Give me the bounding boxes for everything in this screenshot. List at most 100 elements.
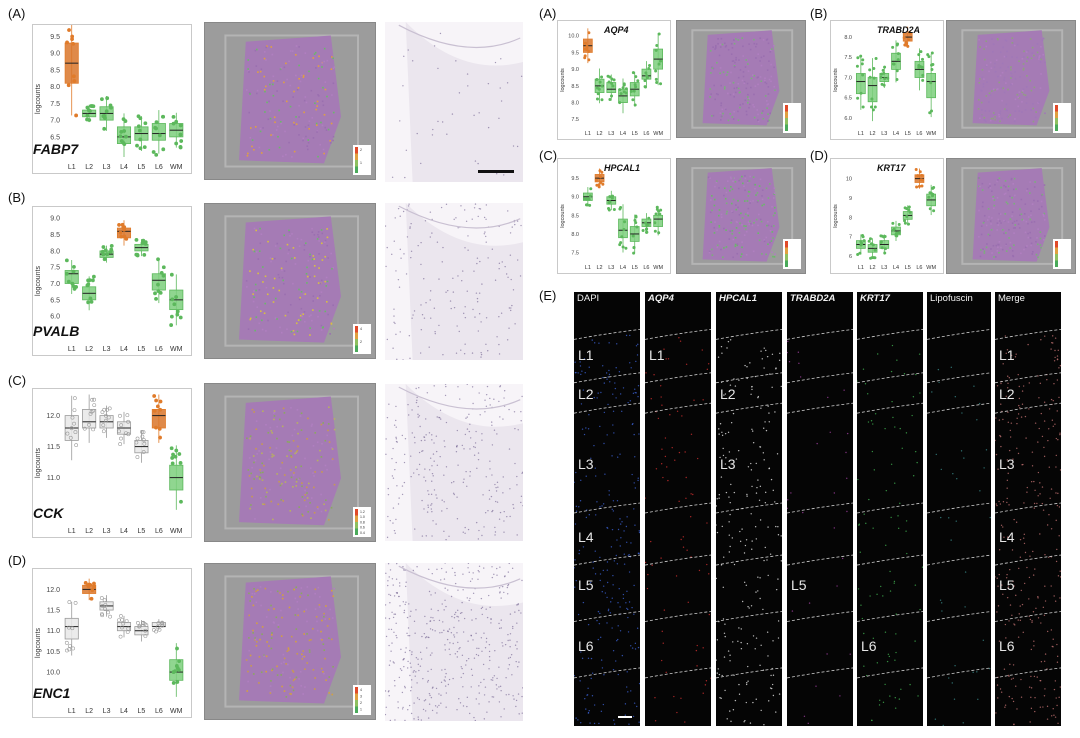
expression-spot	[767, 103, 769, 105]
expression-spot	[756, 76, 759, 79]
stained-cell	[428, 692, 431, 695]
stained-cell	[503, 390, 506, 392]
fluorescent-signal	[747, 665, 749, 668]
stained-cell	[393, 613, 395, 615]
expression-spot	[317, 282, 320, 284]
fluorescent-signal	[628, 553, 630, 556]
stained-cell	[466, 428, 469, 430]
expression-spot	[311, 227, 313, 230]
expression-spot	[733, 64, 736, 67]
stained-cell	[386, 338, 389, 341]
stained-cell	[430, 668, 432, 671]
fluorescent-signal	[1006, 479, 1009, 482]
expression-spot	[259, 70, 262, 73]
expression-spot	[308, 315, 311, 318]
fluorescent-signal	[915, 373, 917, 376]
stained-cell	[435, 687, 438, 690]
data-point	[636, 79, 640, 83]
expression-spot	[314, 471, 316, 473]
expression-spot	[1026, 245, 1028, 247]
expression-spot	[759, 37, 762, 40]
fluorescent-signal	[1059, 364, 1061, 367]
fluorescent-signal	[746, 377, 748, 380]
expression-spot	[1030, 89, 1033, 92]
expression-spot	[1037, 102, 1039, 104]
fluorescent-signal	[616, 500, 619, 502]
layer-boundary	[645, 402, 711, 414]
fluorescent-signal	[615, 397, 617, 399]
stained-cell	[430, 608, 433, 610]
expression-spot	[1028, 192, 1031, 194]
expression-spot	[732, 60, 735, 62]
expression-spot	[282, 155, 284, 158]
fluorescent-signal	[611, 528, 614, 531]
stained-cell	[521, 695, 523, 698]
stained-cell	[403, 665, 405, 668]
data-point	[126, 419, 131, 424]
stained-cell	[520, 495, 523, 498]
expression-spot	[298, 104, 300, 107]
expression-spot	[325, 605, 327, 607]
data-point	[109, 247, 114, 252]
data-point	[595, 86, 599, 90]
fluorescent-signal	[726, 718, 728, 720]
fluorescent-signal	[740, 628, 742, 630]
stained-cell	[438, 416, 440, 419]
expression-spot	[268, 645, 270, 647]
expression-spot	[303, 655, 306, 658]
fluorescent-signal	[724, 463, 727, 465]
expression-spot	[264, 85, 267, 88]
expression-spot	[301, 312, 303, 315]
expression-spot	[279, 68, 282, 70]
fluorescent-signal	[1017, 452, 1020, 455]
stained-cell	[466, 696, 469, 699]
expression-spot	[739, 178, 742, 181]
expression-spot	[288, 141, 290, 144]
spatial-map-cck: 1.2 1.0 0.8 0.6 0.4	[204, 383, 376, 542]
stained-cell	[457, 386, 459, 388]
expression-spot	[317, 507, 319, 510]
expression-spot	[305, 272, 308, 275]
expression-spot	[253, 461, 255, 464]
expression-spot	[268, 100, 270, 103]
expression-spot	[720, 104, 722, 107]
expression-spot	[1004, 186, 1007, 188]
stained-cell	[431, 439, 433, 441]
data-point	[91, 104, 96, 109]
fluorescent-signal	[598, 622, 601, 625]
fluorescent-signal	[1013, 585, 1015, 587]
expression-spot	[1038, 55, 1041, 57]
expression-spot	[253, 148, 255, 151]
stained-cell	[477, 458, 480, 461]
stained-cell	[487, 126, 490, 129]
expression-spot	[295, 45, 298, 47]
expression-spot	[981, 189, 984, 191]
fluorescent-signal	[614, 387, 617, 390]
data-point	[641, 229, 645, 233]
stained-cell	[398, 497, 400, 499]
data-point	[932, 209, 936, 213]
stained-cell	[393, 595, 396, 597]
x-tick-label: L6	[155, 528, 163, 535]
stained-cell	[509, 639, 511, 641]
expression-spot	[767, 93, 770, 95]
expression-spot	[1040, 205, 1043, 208]
fluorescent-signal	[938, 381, 940, 384]
stained-cell	[496, 172, 498, 175]
layer-boundary	[995, 554, 1061, 566]
expression-spot	[711, 67, 714, 70]
stained-cell	[500, 619, 502, 621]
expression-spot	[767, 197, 770, 199]
fluorescent-signal	[1059, 686, 1061, 688]
fluorescent-signal	[680, 538, 682, 541]
stained-cell	[433, 307, 436, 309]
data-point	[622, 90, 626, 94]
stained-cell	[514, 323, 516, 325]
expression-spot	[325, 679, 327, 681]
stained-cell	[498, 353, 501, 355]
fluorescent-signal	[791, 610, 794, 612]
expression-spot	[996, 249, 999, 252]
expression-spot	[276, 80, 279, 82]
fluorescent-signal	[616, 639, 618, 642]
